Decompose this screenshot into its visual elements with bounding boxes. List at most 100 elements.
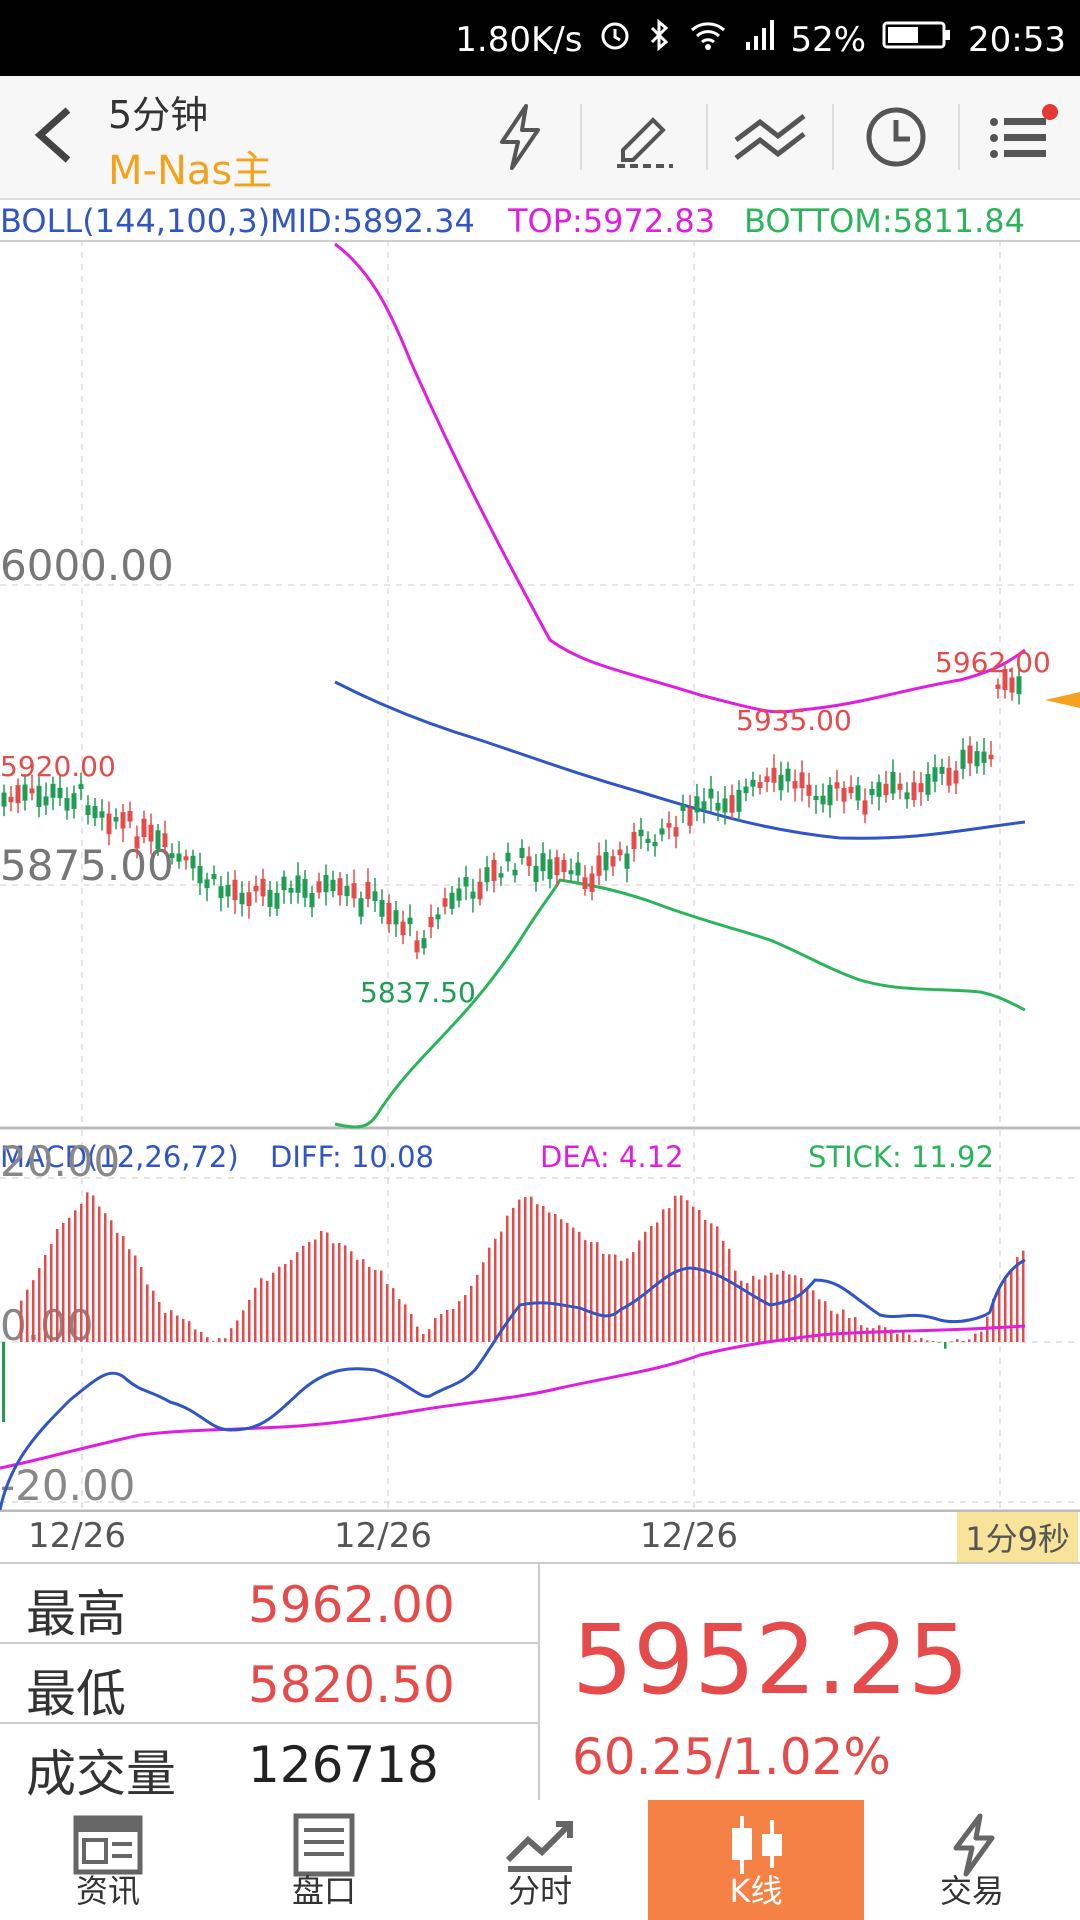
- boll-bottom-line: [334, 878, 1026, 1129]
- macd-bar: [506, 1215, 509, 1342]
- candle-body: [29, 788, 35, 794]
- macd-bar: [560, 1219, 563, 1342]
- macd-bar: [956, 1339, 959, 1342]
- macd-stick: STICK: 11.92: [808, 1140, 994, 1174]
- macd-bar: [416, 1326, 419, 1342]
- nav-news[interactable]: 资讯: [0, 1800, 216, 1920]
- macd-bar: [176, 1315, 179, 1342]
- macd-bar: [224, 1338, 227, 1342]
- macd-axis-bottom: -20.00: [0, 1461, 135, 1510]
- macd-bar: [638, 1240, 641, 1342]
- macd-bar: [464, 1294, 467, 1342]
- candle-body: [876, 782, 882, 797]
- macd-indicator-header: MACD(12,26,72) DIFF: 10.08 DEA: 4.12 STI…: [0, 1140, 1080, 1180]
- candle-countdown: 1分9秒: [957, 1512, 1078, 1562]
- candle-body: [848, 786, 854, 794]
- macd-bar: [140, 1267, 143, 1342]
- macd-bar: [950, 1341, 953, 1342]
- symbol-name[interactable]: M-Nas主: [108, 148, 273, 194]
- nav-kline-label: K线: [729, 1872, 783, 1910]
- candle-body: [113, 817, 119, 822]
- macd-bar: [152, 1290, 155, 1342]
- nav-news-label: 资讯: [75, 1872, 140, 1910]
- lightning-icon[interactable]: [470, 94, 570, 180]
- candle-body: [316, 881, 322, 893]
- candle-body: [813, 795, 819, 801]
- macd-bar: [896, 1333, 899, 1342]
- candle-body: [365, 881, 371, 899]
- macd-chart[interactable]: 20.00 0.00 -20.00: [0, 1130, 1080, 1512]
- candle-body: [176, 853, 182, 862]
- nav-trade-label: 交易: [939, 1872, 1004, 1910]
- macd-bar: [476, 1274, 479, 1342]
- macd-bar: [266, 1280, 269, 1342]
- macd-bar: [500, 1231, 503, 1342]
- drawing-lines-icon[interactable]: [720, 94, 820, 180]
- candle-body: [1, 792, 7, 807]
- nav-timeshare[interactable]: 分时: [432, 1800, 648, 1920]
- macd-bar: [158, 1301, 161, 1342]
- macd-bar: [374, 1269, 377, 1342]
- pencil-icon[interactable]: [594, 94, 694, 180]
- macd-bar: [698, 1209, 701, 1342]
- macd-bar: [764, 1275, 767, 1342]
- macd-bar: [686, 1200, 689, 1342]
- macd-bar: [812, 1290, 815, 1342]
- period-selector[interactable]: 5分钟: [108, 93, 209, 137]
- nav-kline[interactable]: K线: [648, 1800, 864, 1920]
- macd-bar: [50, 1243, 53, 1342]
- macd-bar: [434, 1318, 437, 1342]
- macd-bar: [722, 1240, 725, 1342]
- macd-bar: [740, 1280, 743, 1342]
- macd-bar: [848, 1318, 851, 1342]
- candle-body: [1016, 676, 1022, 695]
- macd-bar: [614, 1254, 617, 1342]
- macd-diff: DIFF: 10.08: [270, 1140, 435, 1174]
- candle-body: [799, 772, 805, 789]
- annotation-left-high: 5920.00: [0, 750, 116, 783]
- macd-bar: [104, 1213, 107, 1342]
- candle-body: [442, 898, 448, 907]
- macd-bar: [98, 1206, 101, 1342]
- candle-body: [596, 855, 602, 876]
- bluetooth-icon: [648, 18, 672, 61]
- nav-orderbook[interactable]: 盘口: [216, 1800, 432, 1920]
- bottom-navigation: 资讯 盘口 分时 K线 交易: [0, 1800, 1080, 1920]
- macd-bar: [62, 1222, 65, 1342]
- macd-bar: [296, 1252, 299, 1342]
- candle-body: [659, 828, 665, 835]
- macd-bar: [800, 1278, 803, 1342]
- candlestick-chart[interactable]: 6000.00 5875.00 5920.00 5962.00 5935.00 …: [0, 240, 1080, 1130]
- candle-body: [722, 798, 728, 813]
- macd-bar: [788, 1274, 791, 1342]
- macd-bar: [272, 1272, 275, 1342]
- candle-body: [421, 938, 427, 949]
- boll-label: BOLL(144,100,3): [0, 202, 271, 240]
- candle-body: [211, 873, 217, 880]
- candle-body: [862, 800, 868, 815]
- candle-body: [99, 811, 105, 818]
- candle-body: [50, 783, 56, 798]
- battery-icon: [882, 18, 952, 61]
- boll-top-line: [334, 242, 1026, 714]
- candle-body: [519, 847, 525, 858]
- macd-bar: [770, 1272, 773, 1342]
- back-button[interactable]: [24, 100, 94, 170]
- macd-bar: [482, 1262, 485, 1342]
- candle-body: [330, 879, 336, 892]
- annotation-mid-high: 5935.00: [736, 704, 852, 737]
- menu-icon[interactable]: [970, 94, 1070, 180]
- stat-low-label: 最低: [26, 1665, 126, 1723]
- candle-body: [260, 878, 266, 897]
- macd-bar: [734, 1270, 737, 1342]
- nav-trade[interactable]: 交易: [864, 1800, 1080, 1920]
- macd-bar: [290, 1259, 293, 1342]
- candle-body: [918, 783, 924, 793]
- macd-bar: [242, 1310, 245, 1342]
- macd-bar: [494, 1238, 497, 1342]
- candle-body: [757, 782, 763, 788]
- macd-bar: [1016, 1257, 1019, 1342]
- candle-body: [652, 841, 658, 847]
- clock-icon[interactable]: [846, 94, 946, 180]
- macd-bar: [248, 1299, 251, 1342]
